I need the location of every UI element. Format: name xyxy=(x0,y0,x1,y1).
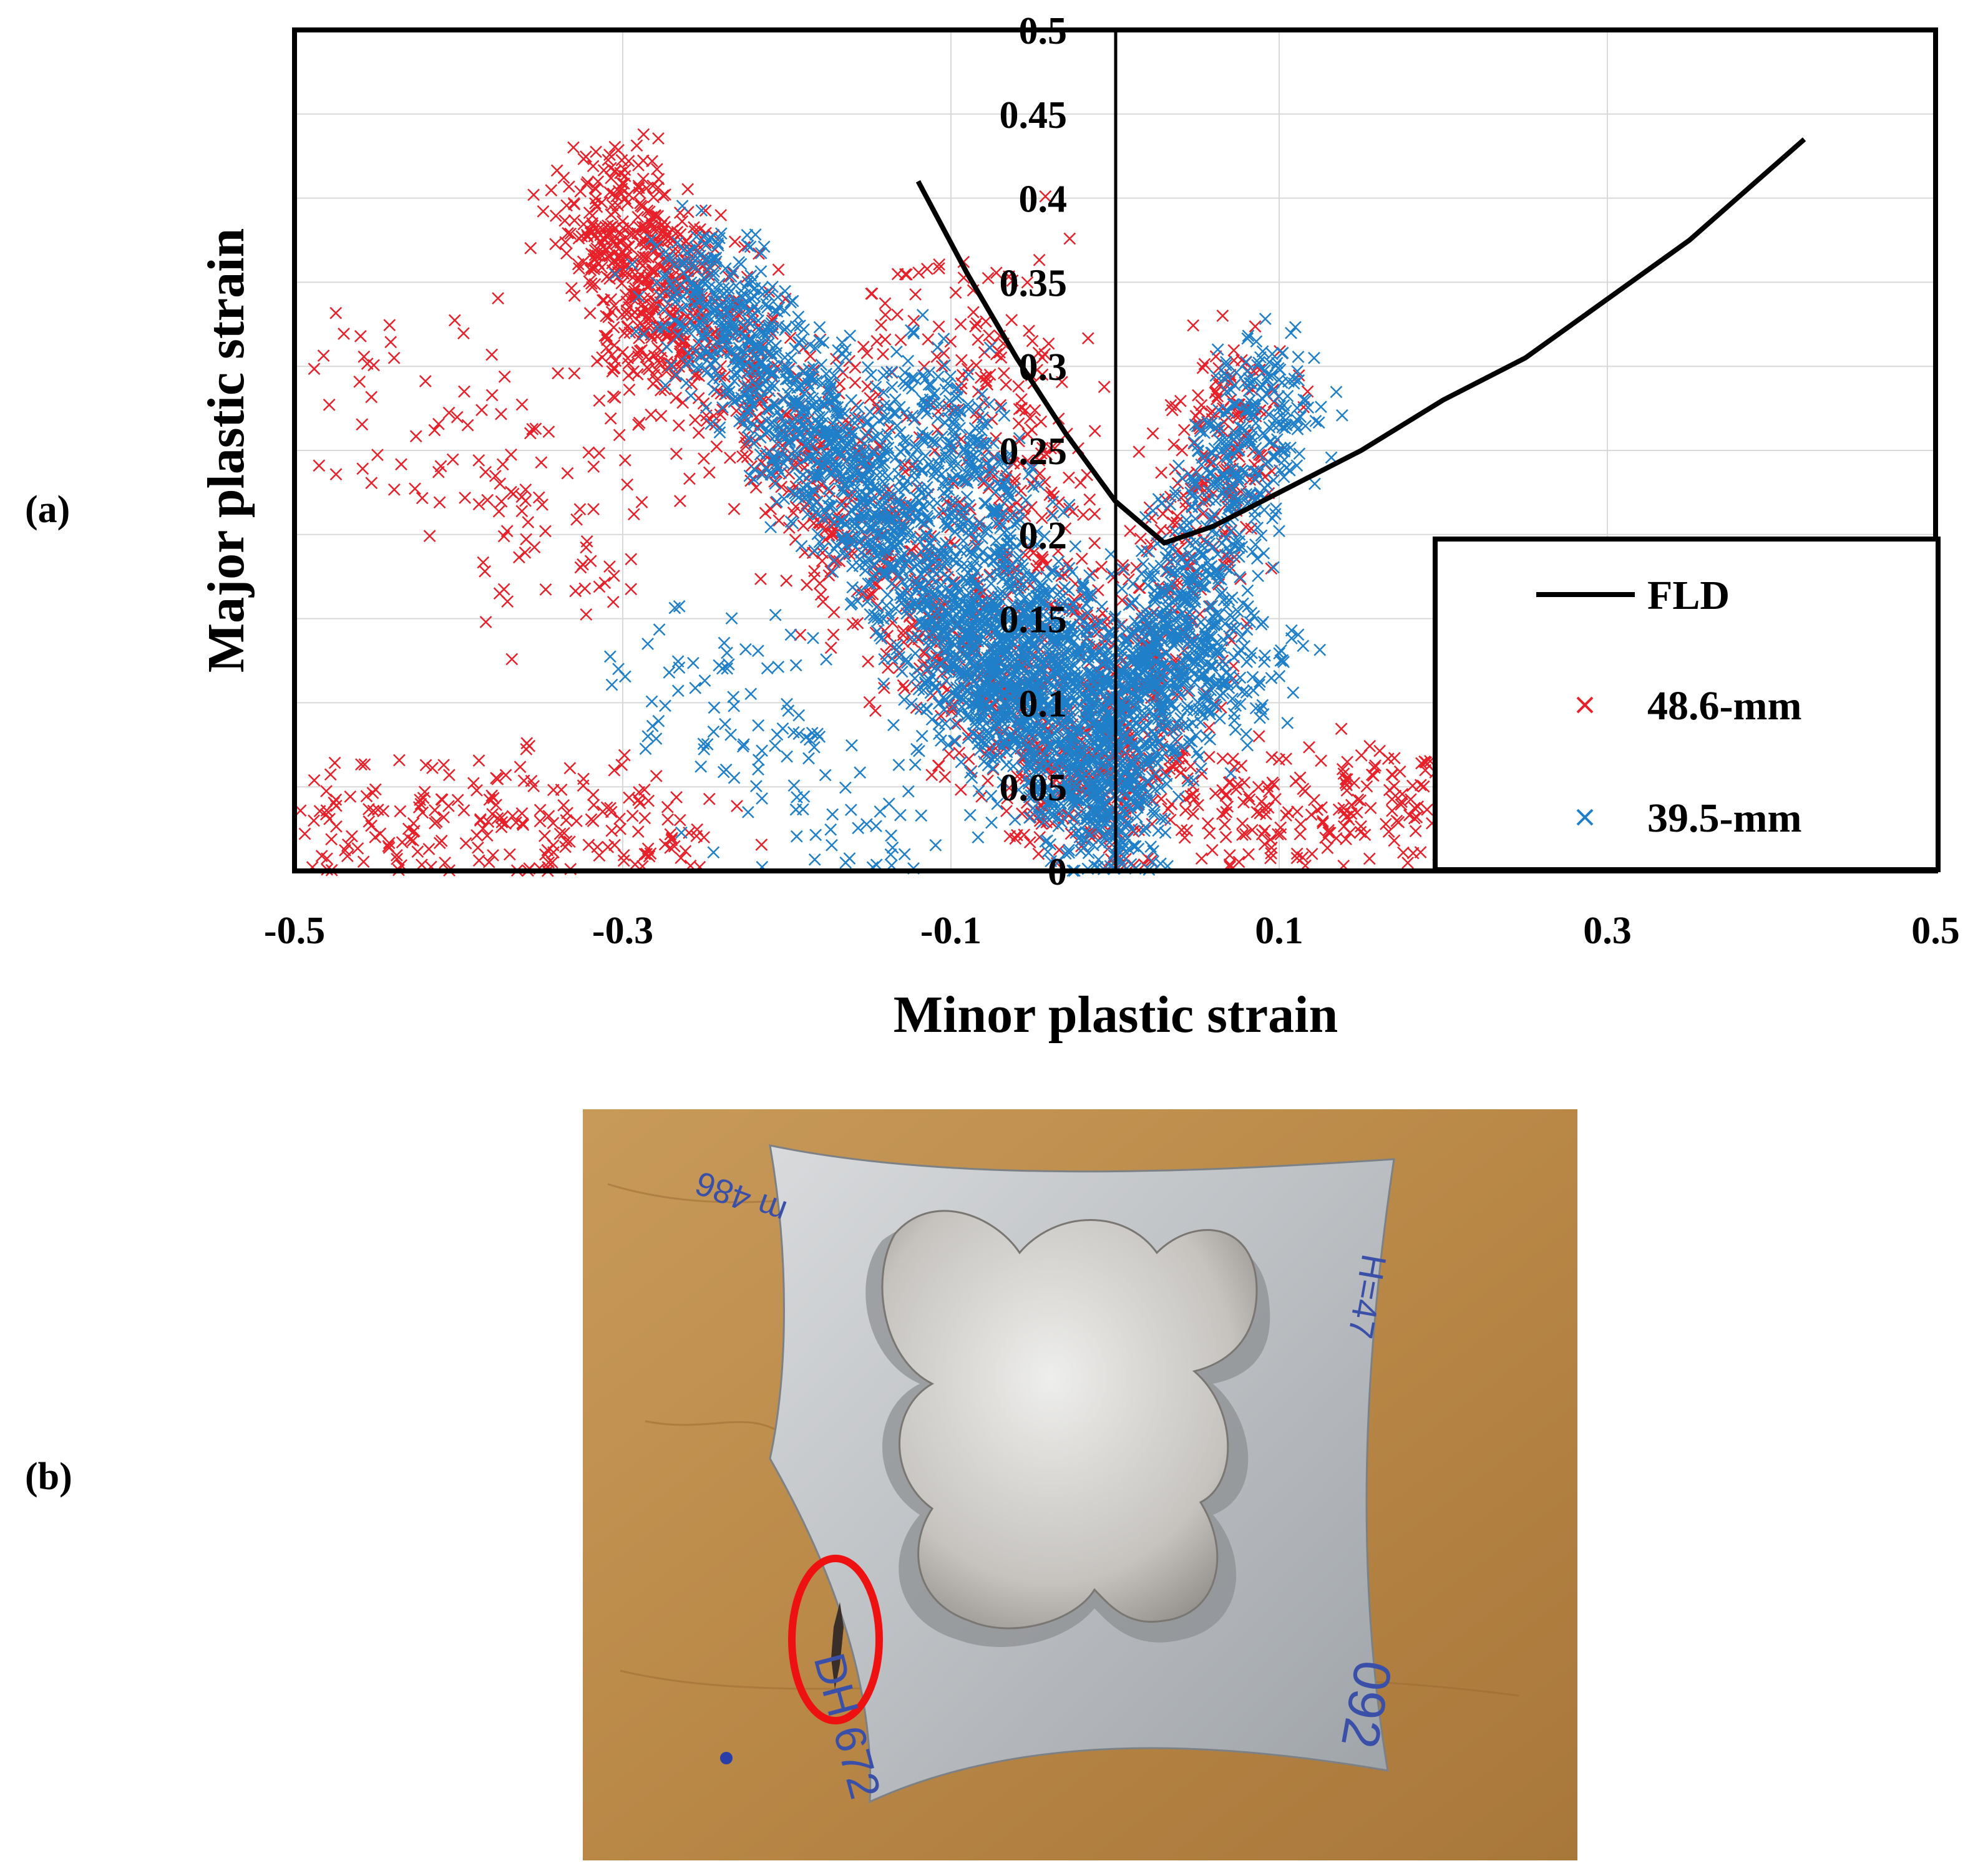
y-tick-label-4: 0.2 xyxy=(1019,515,1068,557)
panel-label-a: (a) xyxy=(25,488,71,531)
y-axis-label: Major plastic strain xyxy=(197,228,255,673)
legend-box xyxy=(1433,537,1941,872)
y-tick-label-8: 0.4 xyxy=(1019,178,1068,221)
scatter-cluster-10 xyxy=(867,547,1327,792)
x-tick-label-0: -0.5 xyxy=(264,910,325,952)
marker-dot xyxy=(720,1752,733,1764)
crack-split xyxy=(831,1602,844,1689)
y-tick-label-3: 0.15 xyxy=(1000,599,1068,641)
y-tick-label-6: 0.3 xyxy=(1019,346,1068,389)
cross-cup-top xyxy=(881,1210,1258,1630)
y-tick-label-2: 0.1 xyxy=(1019,683,1068,725)
y-tick-label-1: 0.05 xyxy=(1000,767,1068,809)
y-tick-label-9: 0.45 xyxy=(1000,94,1068,137)
y-tick-label-5: 0.25 xyxy=(1000,430,1068,473)
legend-48-marker xyxy=(1576,696,1594,714)
legend-39-label: 39.5-mm xyxy=(1647,795,1801,841)
legend: FLD 48.6-mm 39.5-mm xyxy=(1433,537,1941,872)
fld-chart: 0 0.05 0.1 0.15 0.2 0.25 0.3 0.35 0.4 0.45 0.5 -0.… xyxy=(197,10,1960,1044)
legend-fld-label: FLD xyxy=(1647,573,1730,618)
fld-curve xyxy=(915,137,1806,546)
x-tick-label-3: 0.1 xyxy=(1255,910,1303,952)
crack-highlight-ellipse xyxy=(788,1555,883,1724)
x-axis-label: Minor plastic strain xyxy=(894,986,1338,1044)
legend-39-marker xyxy=(1576,809,1594,826)
series-39-5-mm xyxy=(604,200,1348,877)
specimen-photo: m 486 H=47 DH 672 092 xyxy=(583,1109,1577,1860)
panel-label-b: (b) xyxy=(25,1456,72,1498)
x-tick-label-4: 0.3 xyxy=(1583,910,1632,952)
y-tick-labels: 0 0.05 0.1 0.15 0.2 0.25 0.3 0.35 0.4 0.45 0.5 xyxy=(1000,10,1068,893)
x-tick-label-5: 0.5 xyxy=(1911,910,1960,952)
y-tick-label-7: 0.35 xyxy=(1000,262,1068,304)
y-tick-label-0: 0 xyxy=(1048,851,1067,893)
legend-48-label: 48.6-mm xyxy=(1647,683,1801,729)
scatter-cluster-4 xyxy=(294,737,768,877)
scatter-cluster-11 xyxy=(604,600,985,875)
scatter-cluster-6 xyxy=(308,292,686,666)
x-tick-label-1: -0.3 xyxy=(592,910,653,952)
x-tick-labels: -0.5 -0.3 -0.1 0.1 0.3 0.5 xyxy=(264,910,1960,952)
x-tick-label-2: -0.1 xyxy=(920,910,982,952)
y-tick-label-10: 0.5 xyxy=(1019,10,1068,52)
plot-frame xyxy=(292,27,1938,873)
